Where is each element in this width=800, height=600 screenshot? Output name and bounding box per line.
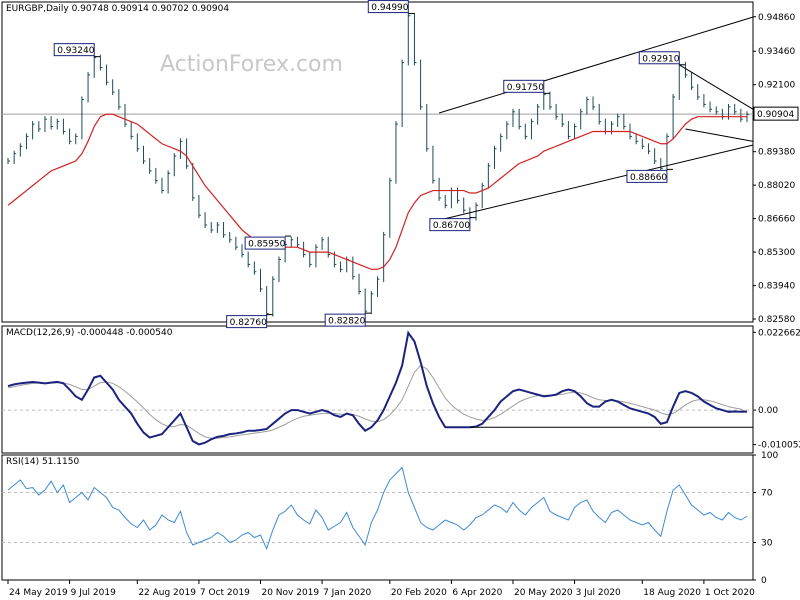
price-y-tick-label: 0.88020	[758, 181, 795, 191]
annotation-box	[503, 79, 545, 93]
macd-y-tick-label: -0.010052	[758, 441, 800, 451]
x-tick-label: 18 Aug 2020	[643, 588, 701, 598]
annotation-box	[53, 43, 95, 57]
price-y-tick-label: 0.89380	[758, 148, 795, 158]
x-tick-label: 3 Jul 2020	[576, 588, 621, 598]
current-price-label: 0.90904	[757, 110, 794, 120]
macd-y-tick-label: 0.00	[758, 406, 778, 416]
annotation-box	[367, 0, 409, 14]
x-tick-label: 1 Oct 2020	[705, 588, 755, 598]
pane-frame-1	[1, 325, 754, 454]
x-tick-label: 6 Apr 2020	[452, 588, 502, 598]
annotation-box	[324, 313, 366, 327]
rsi-pane-title: RSI(14) 51.1150	[6, 457, 80, 467]
annotation-label: 0.91750	[507, 83, 544, 93]
x-tick-label: 24 May 2019	[9, 588, 68, 598]
price-y-tick-label: 0.92100	[758, 81, 795, 91]
lower-channel-line	[438, 144, 754, 221]
annotation-label: 0.93240	[57, 46, 94, 56]
price-y-tick-label: 0.82580	[758, 315, 795, 325]
watermark: ActionForex.com	[160, 52, 343, 77]
annotation-label: 0.85950	[248, 240, 285, 250]
current-price-label-box	[753, 106, 799, 121]
macd-line	[7, 330, 748, 446]
price-y-tick-label: 0.94860	[758, 13, 795, 23]
x-tick-label: 7 Jan 2020	[323, 588, 371, 598]
x-tick-label: 20 Nov 2019	[261, 588, 319, 598]
upper-channel-line	[438, 16, 754, 114]
price-pane-title: EURGBP,Daily 0.90748 0.90914 0.90702 0.9…	[6, 4, 230, 14]
annotation-label: 0.82820	[328, 317, 365, 327]
annotation-label: 0.82760	[230, 318, 267, 328]
pane-frame-0	[1, 1, 754, 323]
annotation-box	[429, 218, 471, 232]
annotation-label: 0.94990	[371, 3, 408, 13]
x-tick-label: 22 Aug 2019	[138, 588, 196, 598]
annotation-box	[626, 169, 668, 183]
pane-frame-2	[1, 454, 754, 581]
moving-average-line	[7, 113, 747, 270]
annotation-label: 0.92910	[642, 54, 679, 64]
triangle-lower-line	[685, 128, 754, 142]
rsi-y-tick-label: 0	[761, 576, 767, 586]
x-tick-label: 9 Jul 2019	[71, 588, 116, 598]
rsi-y-tick-label: 30	[761, 539, 773, 549]
price-y-tick-label: 0.85300	[758, 248, 795, 258]
price-y-tick-label: 0.93460	[758, 47, 795, 57]
annotation-label: 0.86700	[433, 221, 470, 231]
macd-y-tick-label: 0.022662	[758, 328, 800, 338]
macd-pane-title: MACD(12,26,9) -0.000448 -0.000540	[6, 328, 173, 338]
rsi-y-tick-label: 70	[761, 489, 773, 499]
x-tick-label: 20 Feb 2020	[391, 588, 447, 598]
x-tick-label: 20 May 2020	[514, 588, 573, 598]
annotation-box	[226, 315, 268, 329]
annotation-box	[244, 236, 286, 250]
rsi-line	[7, 466, 748, 551]
price-y-tick-label: 0.83940	[758, 282, 795, 292]
triangle-upper-line	[679, 64, 754, 110]
price-y-tick-label: 0.86660	[758, 215, 795, 225]
annotation-label: 0.88660	[630, 173, 667, 183]
annotation-box	[638, 51, 680, 65]
x-tick-label: 7 Oct 2019	[200, 588, 250, 598]
rsi-y-tick-label: 100	[761, 451, 778, 461]
